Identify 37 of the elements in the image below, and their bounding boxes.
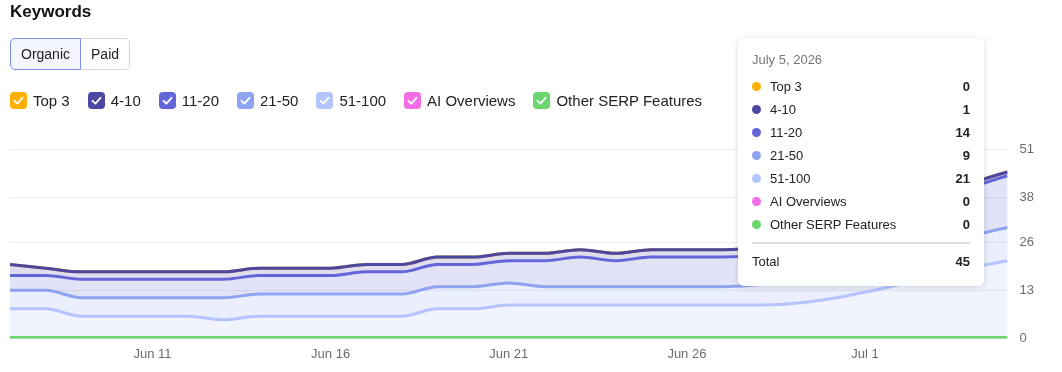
x-tick-label: Jun 26 bbox=[667, 345, 707, 361]
annotation: 21 bbox=[955, 171, 970, 186]
y-tick-label: 26 bbox=[1019, 233, 1035, 249]
x-tick-label: Jun 11 bbox=[133, 345, 172, 361]
text: 51-100 bbox=[339, 92, 387, 109]
annotation: 9 bbox=[962, 148, 970, 163]
annotation: 0 bbox=[962, 194, 970, 209]
legend-label: AI Overviews bbox=[426, 92, 516, 109]
legend-label: 51-100 bbox=[770, 171, 812, 186]
legend-label: 21-50 bbox=[770, 148, 805, 163]
legend-label: 11-20 bbox=[770, 125, 804, 140]
text: 0 bbox=[962, 79, 970, 94]
annotation: 0 bbox=[962, 217, 970, 232]
annotation: 45 bbox=[955, 254, 970, 269]
legend-label: Other SERP Features bbox=[770, 217, 898, 232]
y-tick-label: 51 bbox=[1019, 141, 1035, 157]
legend-label: Top 3 bbox=[32, 92, 70, 109]
text: AI Overviews bbox=[770, 194, 847, 209]
y-tick-label: 38 bbox=[1019, 189, 1035, 205]
text: Paid bbox=[81, 38, 131, 70]
y-tick-label: 0 bbox=[1019, 329, 1027, 345]
text: Other SERP Features bbox=[556, 92, 703, 109]
text: 4-10 bbox=[110, 92, 141, 109]
text: Top 3 bbox=[770, 79, 802, 94]
text: 21-50 bbox=[260, 92, 299, 109]
text: Organic bbox=[10, 38, 82, 70]
text: July 5, 2026 bbox=[752, 52, 824, 67]
annotation: Total bbox=[752, 254, 781, 269]
text: 14 bbox=[955, 125, 970, 140]
x-tick-label: Jun 21 bbox=[489, 345, 529, 361]
x-tick-label: Jul 1 bbox=[851, 345, 879, 361]
text: 11-20 bbox=[181, 92, 219, 109]
chart-title: Keywords bbox=[10, 2, 92, 22]
y-tick-label: 13 bbox=[1019, 281, 1035, 297]
text: 1 bbox=[962, 102, 970, 117]
legend-label: 4-10 bbox=[770, 102, 798, 117]
x-tick-label: Jun 16 bbox=[311, 345, 351, 361]
